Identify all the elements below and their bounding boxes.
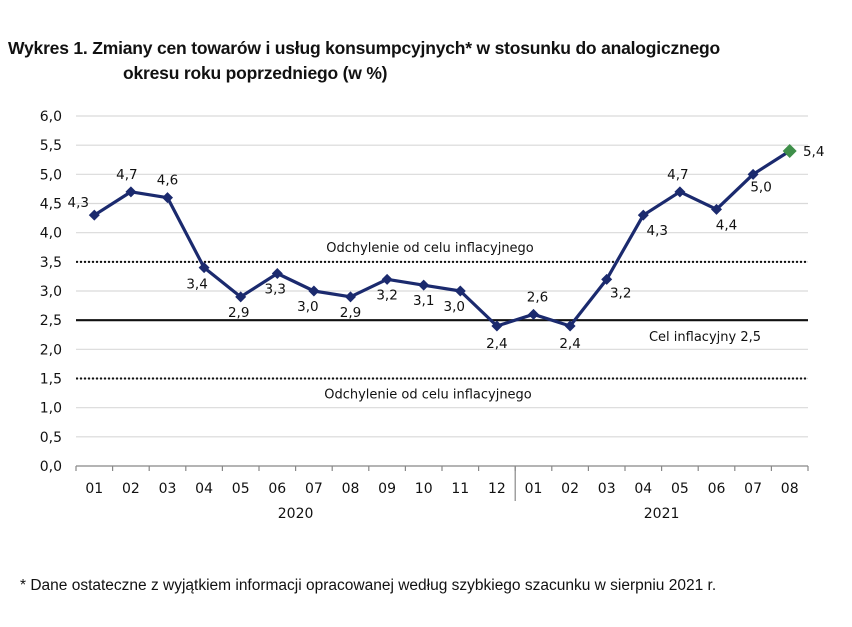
data-point-marker bbox=[162, 192, 173, 204]
x-tick-label: 02 bbox=[122, 481, 140, 497]
y-tick-label: 0,5 bbox=[40, 430, 62, 446]
y-tick-label: 4,5 bbox=[40, 197, 62, 213]
x-tick-label: 03 bbox=[159, 481, 177, 497]
footnote: * Dane ostateczne z wyjątkiem informacji… bbox=[20, 577, 717, 594]
data-point-marker bbox=[271, 268, 283, 279]
x-tick-label: 10 bbox=[415, 481, 433, 497]
data-point-marker bbox=[381, 273, 393, 285]
data-label: 2,6 bbox=[527, 289, 548, 305]
x-tick-label: 05 bbox=[671, 481, 689, 497]
data-label: 2,4 bbox=[559, 336, 580, 352]
data-label: 4,4 bbox=[716, 217, 737, 233]
x-tick-label: 08 bbox=[342, 481, 360, 497]
data-label: 4,3 bbox=[68, 195, 89, 211]
x-tick-label: 01 bbox=[85, 481, 103, 497]
y-tick-label: 2,0 bbox=[40, 342, 62, 358]
reference-line-label: Odchylenie od celu inflacyjnego bbox=[326, 241, 534, 256]
chart-title: Wykres 1. Zmiany cen towarów i usług kon… bbox=[8, 36, 720, 86]
data-point-marker bbox=[711, 203, 722, 215]
data-point-marker bbox=[418, 279, 430, 291]
y-axis-ticks: 0,0 0,5 1,0 1,5 2,0 2,5 3,0 3,5 4,0 4,5 5,0 5,5 6,0 bbox=[40, 109, 62, 475]
data-label: 4,6 bbox=[157, 173, 178, 189]
y-tick-label: 6,0 bbox=[40, 109, 62, 125]
data-point-marker bbox=[345, 291, 356, 303]
x-axis: 01 02 03 04 05 06 07 08 09 10 11 12 01 02 03 04 05 06 07 08… bbox=[75, 465, 809, 522]
data-label: 3,2 bbox=[376, 287, 397, 303]
data-point-marker bbox=[308, 285, 320, 297]
y-tick-label: 3,0 bbox=[40, 284, 62, 300]
x-tick-label: 04 bbox=[634, 481, 652, 497]
x-tick-label: 03 bbox=[598, 481, 616, 497]
data-point-marker bbox=[235, 291, 247, 303]
data-point-marker bbox=[491, 320, 503, 332]
data-label: 3,3 bbox=[265, 282, 286, 298]
data-label: 5,4 bbox=[803, 144, 824, 160]
data-point-marker bbox=[125, 186, 137, 198]
y-tick-label: 5,0 bbox=[40, 167, 62, 183]
x-tick-label: 12 bbox=[488, 481, 506, 497]
y-tick-label: 0,0 bbox=[40, 459, 62, 475]
data-point-marker bbox=[747, 168, 759, 180]
data-label: 3,2 bbox=[610, 285, 631, 301]
x-tick-label: 02 bbox=[561, 481, 579, 497]
data-label: 3,0 bbox=[297, 299, 318, 315]
y-tick-label: 1,0 bbox=[40, 401, 62, 417]
y-tick-label: 3,5 bbox=[40, 255, 62, 271]
data-label: 2,4 bbox=[486, 336, 507, 352]
y-tick-label: 4,0 bbox=[40, 226, 62, 242]
y-tick-label: 1,5 bbox=[40, 372, 62, 388]
data-label: 3,1 bbox=[413, 293, 434, 309]
x-tick-label: 09 bbox=[378, 481, 396, 497]
title-line-1: Wykres 1. Zmiany cen towarów i usług kon… bbox=[8, 38, 721, 58]
data-label: 3,4 bbox=[186, 277, 207, 293]
x-tick-label: 06 bbox=[708, 481, 726, 497]
x-tick-label: 04 bbox=[195, 481, 213, 497]
data-point-marker bbox=[674, 186, 686, 198]
x-tick-label: 08 bbox=[781, 481, 799, 497]
year-label: 2021 bbox=[644, 506, 680, 522]
data-label: 3,0 bbox=[444, 299, 465, 315]
series-line bbox=[88, 144, 797, 332]
title-line-2: okresu roku poprzedniego (w %) bbox=[123, 63, 388, 83]
data-point-marker bbox=[637, 209, 649, 221]
data-point-marker bbox=[454, 285, 466, 297]
data-label: 4,7 bbox=[667, 167, 688, 183]
year-label: 2020 bbox=[278, 506, 314, 522]
data-point-marker bbox=[782, 144, 797, 158]
data-point-marker bbox=[601, 273, 613, 285]
y-tick-label: 5,5 bbox=[40, 138, 62, 154]
data-label: 4,3 bbox=[647, 223, 668, 239]
x-tick-label: 07 bbox=[305, 481, 323, 497]
data-label: 4,7 bbox=[116, 167, 137, 183]
reference-line-label: Cel inflacyjny 2,5 bbox=[649, 330, 761, 345]
series-line-path bbox=[93, 149, 791, 328]
x-tick-label: 06 bbox=[268, 481, 286, 497]
x-tick-label: 05 bbox=[232, 481, 250, 497]
data-label: 2,9 bbox=[228, 305, 249, 321]
reference-line-label: Odchylenie od celu inflacyjnego bbox=[324, 388, 532, 403]
x-tick-label: 11 bbox=[451, 481, 469, 497]
reference-lines: Odchylenie od celu inflacyjnego Cel infla… bbox=[76, 241, 808, 403]
data-point-marker bbox=[198, 262, 210, 274]
y-tick-label: 2,5 bbox=[40, 313, 62, 329]
x-tick-label: 01 bbox=[525, 481, 543, 497]
data-label: 2,9 bbox=[340, 305, 361, 321]
data-labels: 4,3 4,7 4,6 3,4 2,9 3,3 3,0 2,9 3,2 3,1 3,0 2,4 2,6 2… bbox=[68, 144, 825, 352]
x-tick-label: 07 bbox=[744, 481, 762, 497]
data-point-marker bbox=[564, 320, 576, 332]
data-label: 5,0 bbox=[750, 179, 771, 195]
data-point-marker bbox=[88, 209, 100, 221]
data-point-marker bbox=[528, 308, 539, 320]
